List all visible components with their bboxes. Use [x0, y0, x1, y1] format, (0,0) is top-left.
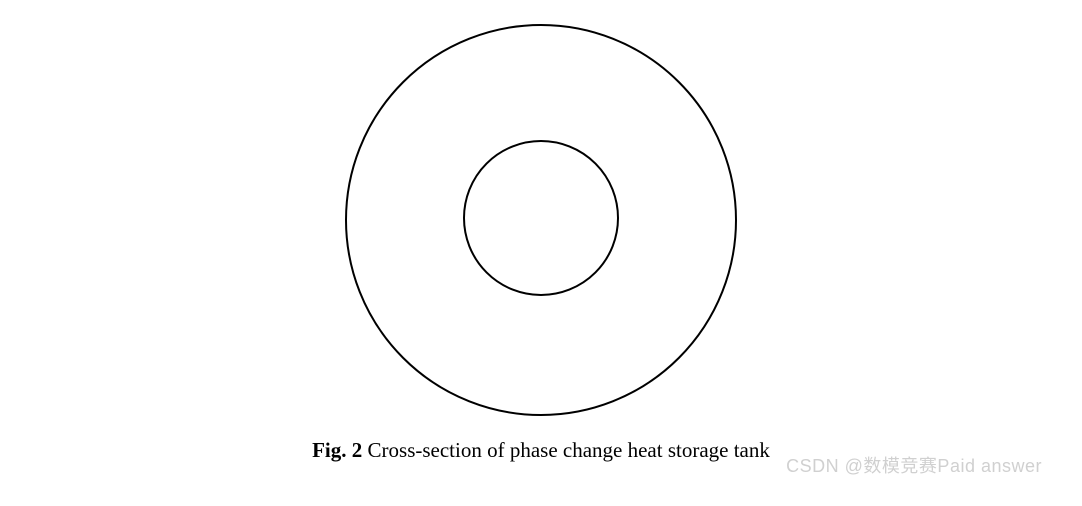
- inner-circle: [463, 140, 619, 296]
- diagram-container: Fig. 2 Cross-section of phase change hea…: [0, 0, 1082, 463]
- concentric-circles-diagram: [341, 10, 741, 430]
- figure-caption-text: Cross-section of phase change heat stora…: [368, 438, 770, 462]
- figure-label: Fig. 2: [312, 438, 362, 462]
- figure-caption: Fig. 2 Cross-section of phase change hea…: [312, 438, 770, 463]
